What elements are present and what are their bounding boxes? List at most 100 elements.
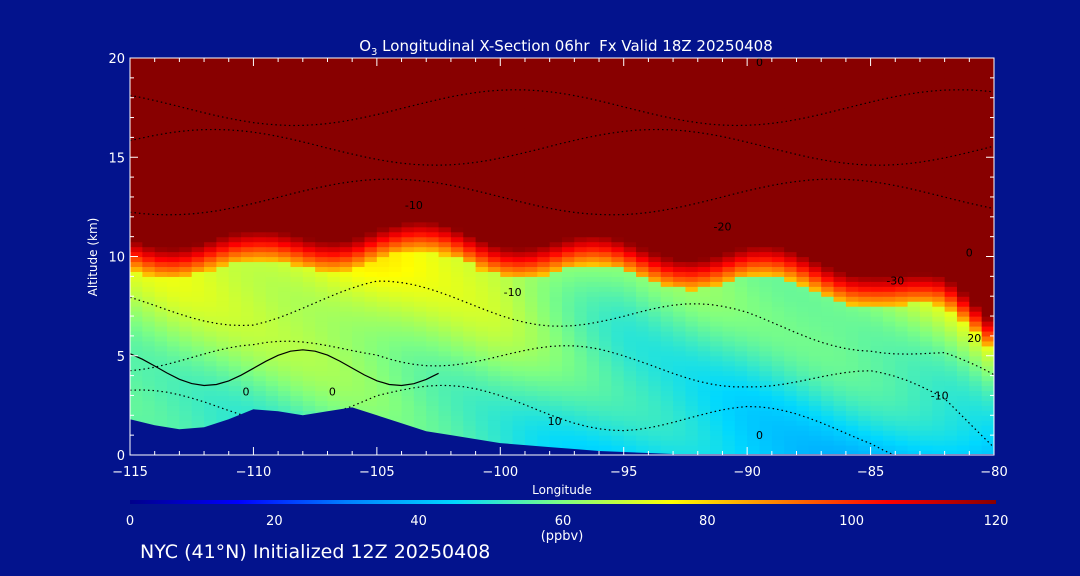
field-cell bbox=[710, 316, 724, 322]
field-cell bbox=[771, 325, 785, 332]
field-cell bbox=[426, 107, 440, 114]
field-cell bbox=[623, 306, 637, 312]
field-cell bbox=[524, 221, 538, 228]
field-cell bbox=[808, 276, 822, 282]
field-cell bbox=[784, 330, 798, 337]
field-cell bbox=[722, 122, 736, 129]
field-cell bbox=[278, 311, 292, 317]
field-cell bbox=[512, 306, 526, 312]
field-cell bbox=[463, 127, 477, 134]
field-cell bbox=[450, 147, 464, 153]
field-cell bbox=[673, 380, 687, 387]
field-cell bbox=[599, 196, 612, 203]
field-cell bbox=[796, 306, 810, 312]
field-cell bbox=[808, 58, 822, 64]
field-cell bbox=[364, 201, 378, 208]
field-cell bbox=[562, 97, 575, 104]
field-cell bbox=[130, 266, 143, 272]
field-cell bbox=[265, 132, 279, 138]
field-cell bbox=[500, 58, 514, 64]
field-cell bbox=[759, 380, 773, 387]
field-cell bbox=[747, 147, 761, 153]
field-cell bbox=[858, 152, 872, 158]
field-cell bbox=[845, 261, 859, 268]
field-cell bbox=[179, 107, 193, 114]
field-cell bbox=[389, 375, 403, 382]
field-cell bbox=[759, 306, 773, 312]
field-cell bbox=[327, 291, 341, 297]
field-cell bbox=[660, 187, 674, 193]
field-cell bbox=[290, 72, 304, 79]
field-cell bbox=[389, 152, 403, 158]
field-cell bbox=[401, 216, 415, 223]
field-cell bbox=[710, 127, 724, 134]
field-cell bbox=[599, 335, 612, 342]
field-cell bbox=[771, 226, 785, 233]
field-cell bbox=[389, 127, 403, 134]
field-cell bbox=[204, 321, 217, 327]
field-cell bbox=[673, 296, 687, 302]
field-cell bbox=[759, 216, 773, 223]
field-cell bbox=[327, 77, 341, 84]
field-cell bbox=[154, 390, 168, 397]
field-cell bbox=[413, 137, 427, 143]
field-cell bbox=[549, 330, 563, 337]
field-cell bbox=[660, 152, 674, 158]
field-cell bbox=[302, 370, 316, 377]
field-cell bbox=[821, 142, 835, 148]
field-cell bbox=[364, 330, 378, 337]
field-cell bbox=[673, 162, 687, 168]
field-cell bbox=[821, 206, 835, 213]
field-cell bbox=[685, 271, 699, 277]
field-cell bbox=[512, 296, 526, 302]
field-cell bbox=[130, 380, 143, 387]
field-cell bbox=[191, 246, 205, 253]
field-cell bbox=[389, 251, 403, 258]
field-cell bbox=[586, 390, 600, 397]
field-cell bbox=[882, 276, 896, 282]
field-cell bbox=[784, 271, 798, 277]
field-cell bbox=[599, 410, 612, 416]
field-cell bbox=[315, 340, 329, 347]
field-cell bbox=[204, 182, 217, 188]
field-cell bbox=[833, 390, 847, 397]
field-cell bbox=[858, 117, 872, 124]
field-cell bbox=[710, 231, 724, 238]
field-cell bbox=[697, 325, 711, 332]
field-cell bbox=[636, 330, 649, 337]
field-cell bbox=[500, 316, 514, 322]
field-cell bbox=[574, 321, 588, 327]
field-cell bbox=[179, 77, 193, 84]
field-cell bbox=[611, 375, 625, 382]
field-cell bbox=[500, 147, 514, 153]
field-cell bbox=[858, 92, 872, 99]
field-cell bbox=[821, 117, 835, 124]
field-cell bbox=[808, 380, 822, 387]
field-cell bbox=[710, 445, 724, 451]
field-cell bbox=[722, 420, 736, 426]
field-cell bbox=[784, 112, 798, 119]
field-cell bbox=[636, 286, 649, 292]
field-cell bbox=[426, 191, 440, 198]
field-cell bbox=[796, 147, 810, 153]
field-cell bbox=[339, 82, 353, 89]
field-cell bbox=[673, 211, 687, 218]
field-cell bbox=[512, 87, 526, 94]
field-cell bbox=[660, 92, 674, 99]
field-cell bbox=[784, 107, 798, 114]
field-cell bbox=[574, 365, 588, 372]
field-cell bbox=[562, 191, 575, 198]
field-cell bbox=[710, 97, 724, 104]
field-cell bbox=[549, 67, 563, 74]
field-cell bbox=[315, 87, 329, 94]
field-cell bbox=[574, 77, 588, 84]
field-cell bbox=[475, 335, 489, 342]
field-cell bbox=[216, 266, 230, 272]
field-cell bbox=[574, 375, 588, 382]
field-cell bbox=[241, 147, 255, 153]
field-cell bbox=[401, 410, 415, 416]
field-cell bbox=[389, 256, 403, 263]
field-cell bbox=[450, 201, 464, 208]
field-cell bbox=[722, 281, 736, 287]
field-cell bbox=[759, 206, 773, 213]
